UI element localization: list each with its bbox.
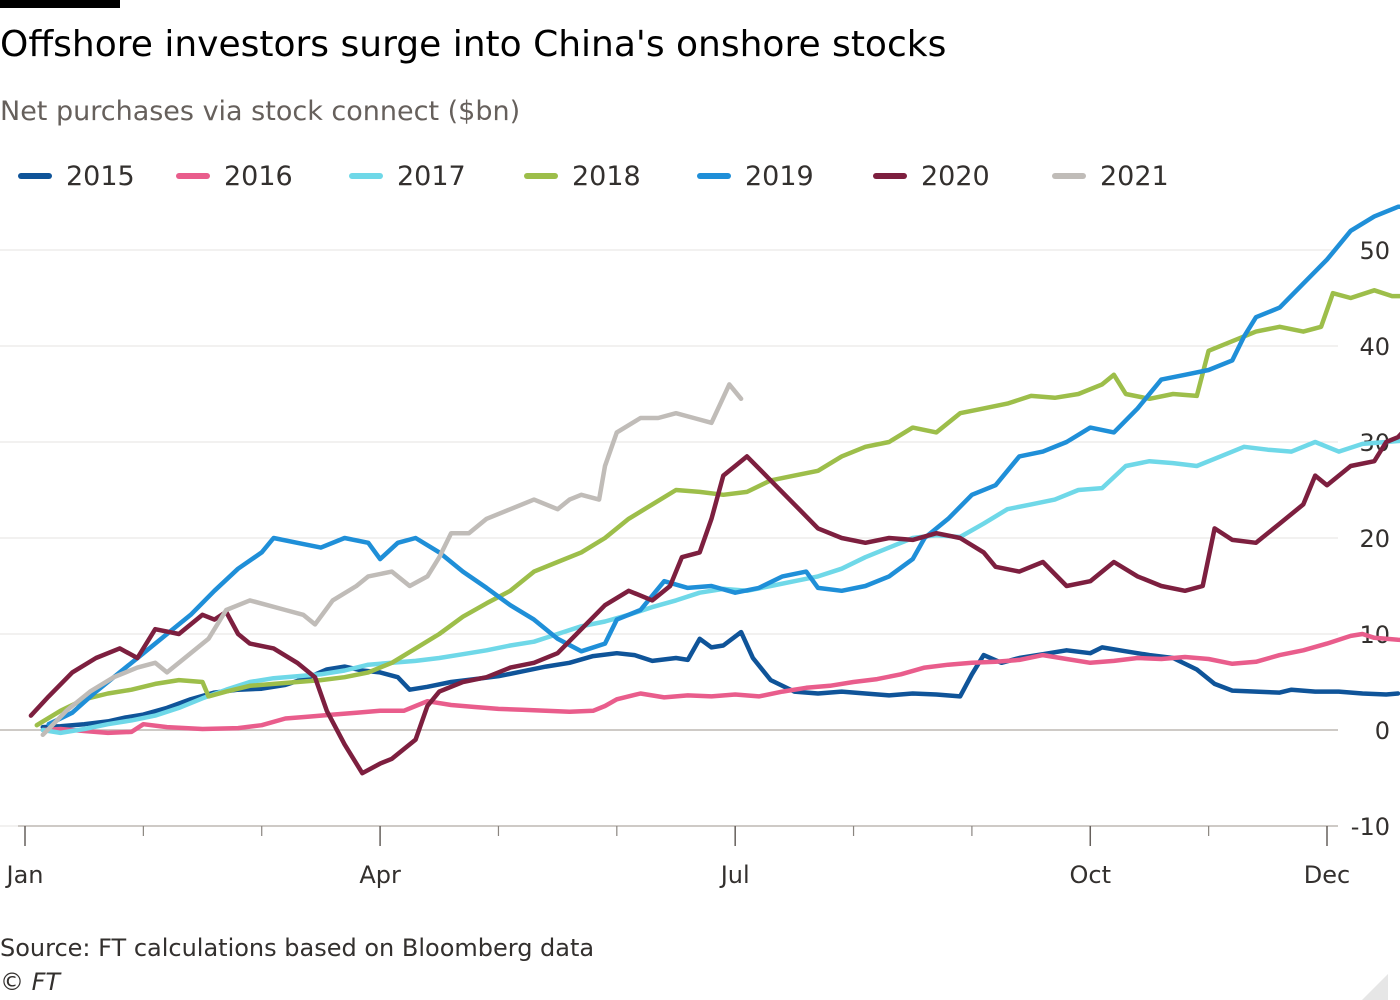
series-line-2016 bbox=[40, 631, 1400, 736]
legend-label: 2019 bbox=[745, 160, 814, 192]
y-tick-label: 50 bbox=[1359, 237, 1390, 265]
y-tick-label: 40 bbox=[1359, 333, 1390, 361]
x-tick-label: Dec bbox=[1304, 861, 1350, 889]
source-note: Source: FT calculations based on Bloombe… bbox=[0, 934, 595, 962]
series-line-2018 bbox=[34, 288, 1400, 728]
chart-subtitle: Net purchases via stock connect ($bn) bbox=[0, 96, 521, 127]
legend-swatch bbox=[176, 173, 210, 179]
copyright-note: © FT bbox=[0, 968, 61, 996]
legend-item-2018: 2018 bbox=[524, 158, 641, 194]
legend-item-2016: 2016 bbox=[176, 158, 293, 194]
series-line-2021 bbox=[40, 382, 744, 738]
legend-label: 2021 bbox=[1100, 160, 1169, 192]
brand-bar bbox=[0, 0, 120, 8]
chart-title: Offshore investors surge into China's on… bbox=[0, 24, 947, 65]
legend-swatch bbox=[697, 173, 731, 179]
series-line-2015 bbox=[40, 629, 1400, 730]
x-tick-label: Jan bbox=[5, 861, 44, 889]
y-tick-label: -10 bbox=[1351, 813, 1390, 841]
gridlines bbox=[0, 249, 1338, 827]
legend-label: 2015 bbox=[66, 160, 135, 192]
chart-legend: 2015 2016 2017 2018 2019 2020 2021 bbox=[0, 158, 1240, 194]
series-line-2019 bbox=[46, 204, 1400, 727]
series-line-2017 bbox=[40, 438, 1400, 736]
legend-swatch bbox=[18, 173, 52, 179]
y-tick-label: 0 bbox=[1375, 717, 1390, 745]
y-tick-label: 20 bbox=[1359, 525, 1390, 553]
legend-item-2017: 2017 bbox=[349, 158, 466, 194]
series-lines bbox=[28, 204, 1400, 776]
x-tick-label: Oct bbox=[1070, 861, 1112, 889]
legend-swatch bbox=[1052, 173, 1086, 179]
corner-fold-icon bbox=[1362, 974, 1388, 1000]
legend-swatch bbox=[349, 173, 383, 179]
x-tick-label: Apr bbox=[359, 861, 401, 889]
x-axis: Jan Apr Jul Oct Dec bbox=[5, 825, 1350, 889]
legend-label: 2018 bbox=[572, 160, 641, 192]
x-tick-label: Jul bbox=[719, 861, 750, 889]
legend-label: 2016 bbox=[224, 160, 293, 192]
legend-item-2019: 2019 bbox=[697, 158, 814, 194]
legend-label: 2017 bbox=[397, 160, 466, 192]
legend-swatch bbox=[873, 173, 907, 179]
legend-label: 2020 bbox=[921, 160, 990, 192]
legend-item-2021: 2021 bbox=[1052, 158, 1169, 194]
legend-item-2020: 2020 bbox=[873, 158, 990, 194]
legend-item-2015: 2015 bbox=[18, 158, 135, 194]
legend-swatch bbox=[524, 173, 558, 179]
series-line-2020 bbox=[28, 431, 1400, 776]
